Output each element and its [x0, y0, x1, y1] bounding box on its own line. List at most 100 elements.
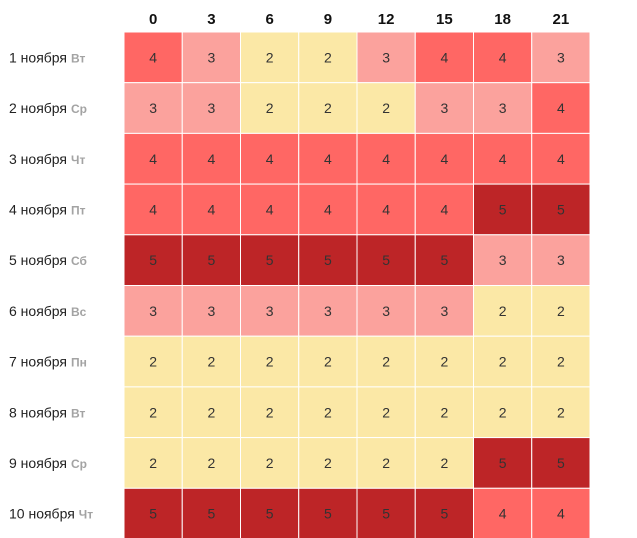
- heatmap-cell: [414, 335, 474, 388]
- cell-value-label: 2: [266, 404, 274, 420]
- row-label: 2 ноября Ср: [9, 100, 87, 116]
- column-label-3: 3: [207, 11, 215, 28]
- heatmap-cell: [240, 386, 300, 439]
- cell-value-label: 3: [499, 252, 507, 268]
- heatmap-cell: [123, 487, 183, 538]
- heatmap-cell: [473, 183, 533, 236]
- cell-value-label: 5: [207, 506, 215, 522]
- cell-value-label: 3: [207, 49, 215, 65]
- cell-value-label: 2: [149, 455, 157, 471]
- cell-value-label: 5: [499, 455, 507, 471]
- row-label: 5 ноября Сб: [9, 252, 87, 268]
- heatmap-cell: [298, 132, 358, 185]
- heatmap-cell: [298, 82, 358, 134]
- heatmap-cell: [531, 82, 591, 134]
- row-weekday: Пт: [71, 203, 86, 217]
- cell-value-label: 2: [324, 49, 332, 65]
- cell-value-label: 2: [382, 404, 390, 420]
- heatmap-cell: [356, 487, 416, 538]
- cell-value-label: 5: [557, 201, 565, 217]
- cell-value-label: 4: [499, 506, 507, 522]
- heatmap-cell: [356, 386, 416, 439]
- heatmap-cell: [123, 132, 183, 185]
- cell-value-label: 3: [266, 303, 274, 319]
- heatmap-cell: [240, 31, 300, 84]
- cell-value-label: 3: [149, 100, 157, 116]
- cell-value-label: 2: [440, 404, 448, 420]
- cell-value-label: 2: [499, 303, 507, 319]
- heatmap-cell: [356, 132, 416, 185]
- heatmap-cell: [240, 132, 300, 185]
- heatmap-cell: [356, 437, 416, 489]
- column-label-6: 6: [265, 11, 273, 28]
- cell-value-label: 2: [382, 455, 390, 471]
- cell-value-label: 4: [557, 100, 565, 116]
- cell-value-label: 5: [266, 506, 274, 522]
- heatmap-cell: [240, 183, 300, 236]
- cell-value-label: 4: [149, 201, 157, 217]
- column-label-15: 15: [436, 11, 453, 28]
- heatmap-cell: [298, 234, 358, 287]
- cell-value-label: 4: [324, 201, 332, 217]
- row-label: 9 ноября Ср: [9, 455, 87, 471]
- heatmap-cells: 4 3 2 2 3 4 4 3 3 3 2 2 2 3 3 4 4 4 4 4 4 4 4 4 4 4 4 4 4 4 5 5 5 5 5 5 5 5 3 3…: [123, 31, 591, 538]
- cell-value-label: 5: [149, 252, 157, 268]
- column-label-21: 21: [553, 11, 570, 28]
- row-label: 1 ноября Вт: [9, 49, 86, 65]
- cell-value-label: 4: [207, 201, 215, 217]
- cell-value-label: 5: [207, 252, 215, 268]
- cell-value-label: 4: [324, 151, 332, 167]
- cell-value-label: 2: [557, 354, 565, 370]
- row-weekday: Вс: [71, 305, 87, 319]
- cell-value-label: 5: [440, 252, 448, 268]
- row-label: 8 ноября Вт: [9, 404, 86, 420]
- column-labels: 0 3 6 9 12 15 18 21: [149, 11, 569, 28]
- cell-value-label: 2: [324, 100, 332, 116]
- heatmap-cell: [473, 335, 533, 388]
- cell-value-label: 2: [324, 354, 332, 370]
- heatmap-cell: [181, 285, 241, 337]
- heatmap-cell: [181, 82, 241, 134]
- cell-value-label: 5: [266, 252, 274, 268]
- cell-value-label: 2: [266, 100, 274, 116]
- row-date: 1 ноября: [9, 49, 67, 65]
- cell-value-label: 4: [382, 151, 390, 167]
- heatmap-cell: [240, 285, 300, 337]
- heatmap-cell: [473, 234, 533, 287]
- cell-value-label: 2: [382, 354, 390, 370]
- cell-value-label: 5: [382, 506, 390, 522]
- heatmap-cell: [414, 82, 474, 134]
- heatmap-cell: [531, 132, 591, 185]
- cell-value-label: 5: [440, 506, 448, 522]
- heatmap-cell: [473, 487, 533, 538]
- heatmap-cell: [414, 285, 474, 337]
- row-weekday: Вт: [71, 51, 86, 65]
- cell-value-label: 4: [499, 151, 507, 167]
- row-weekday: Чт: [79, 508, 93, 522]
- row-label: 6 ноября Вс: [9, 303, 87, 319]
- cell-value-label: 5: [499, 201, 507, 217]
- cell-value-label: 2: [440, 354, 448, 370]
- cell-value-label: 5: [149, 506, 157, 522]
- cell-value-label: 4: [266, 151, 274, 167]
- heatmap-cell: [240, 437, 300, 489]
- cell-value-label: 3: [557, 252, 565, 268]
- row-labels: 1 ноября Вт 2 ноября Ср 3 ноября Чт 4 ноября Пт…: [9, 49, 93, 521]
- cell-value-label: 4: [440, 201, 448, 217]
- cell-value-label: 2: [207, 354, 215, 370]
- cell-value-label: 2: [149, 404, 157, 420]
- cell-value-label: 4: [440, 49, 448, 65]
- row-weekday: Пн: [71, 356, 87, 370]
- column-label-0: 0: [149, 11, 157, 28]
- row-date: 5 ноября: [9, 252, 67, 268]
- cell-value-label: 4: [149, 151, 157, 167]
- row-label: 3 ноября Чт: [9, 151, 85, 167]
- cell-value-label: 4: [499, 49, 507, 65]
- cell-value-label: 2: [266, 49, 274, 65]
- cell-value-label: 4: [557, 506, 565, 522]
- column-label-12: 12: [378, 11, 395, 28]
- row-label: 10 ноября Чт: [9, 506, 93, 522]
- heatmap-cell: [473, 285, 533, 337]
- row-date: 2 ноября: [9, 100, 67, 116]
- row-date: 4 ноября: [9, 201, 67, 217]
